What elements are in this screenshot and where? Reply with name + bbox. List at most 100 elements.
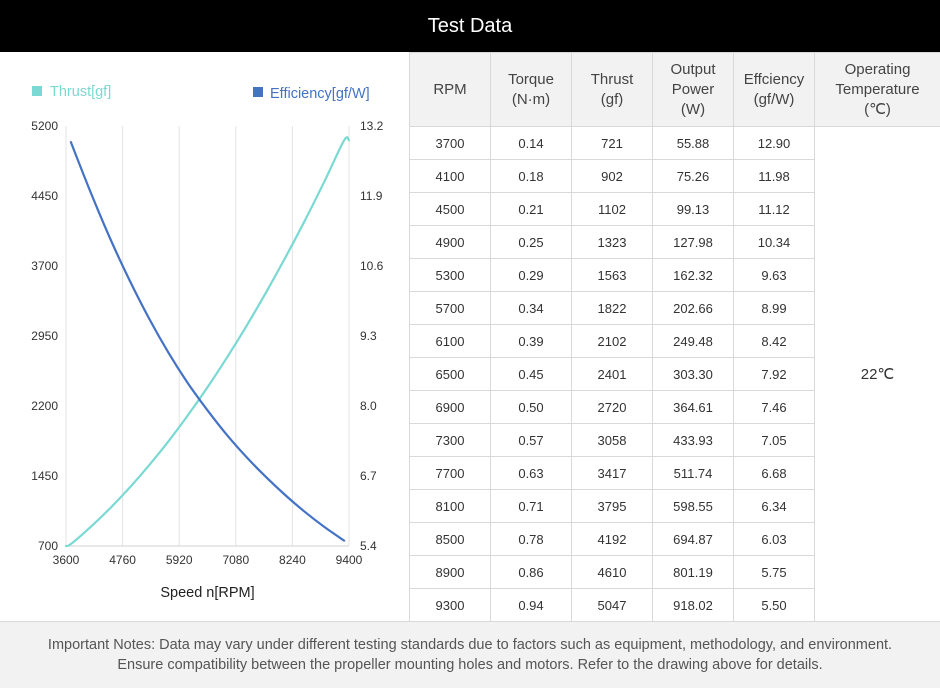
- table-cell: 3058: [571, 423, 653, 457]
- table-cell: 5047: [571, 588, 653, 622]
- table-cell: 0.45: [490, 357, 572, 391]
- x-axis-label: Speed n[RPM]: [160, 585, 254, 601]
- table-cell: 0.57: [490, 423, 572, 457]
- legend-swatch-efficiency: [253, 87, 263, 97]
- operating-temperature-cell: 22℃: [814, 126, 940, 622]
- table-cell: 0.14: [490, 126, 572, 160]
- table-cell: 4192: [571, 522, 653, 556]
- table-cell: 8500: [409, 522, 491, 556]
- table-cell: 9.63: [733, 258, 815, 292]
- table-row: 5300 0.29 1563 162.32 9.63: [409, 258, 940, 292]
- y-right-tick-label: 10.6: [360, 259, 384, 273]
- table-cell: 6.34: [733, 489, 815, 523]
- table-cell: 202.66: [652, 291, 734, 325]
- column-header: Output Power (W): [652, 52, 734, 127]
- table-cell: 6.68: [733, 456, 815, 490]
- table-cell: 303.30: [652, 357, 734, 391]
- legend-label-thrust: Thrust[gf]: [50, 84, 111, 100]
- y-right-tick-label: 6.7: [360, 469, 377, 483]
- x-tick-label: 9400: [336, 553, 363, 567]
- page-title: Test Data: [427, 14, 513, 37]
- table-cell: 801.19: [652, 555, 734, 589]
- table-cell: 0.50: [490, 390, 572, 424]
- table-cell: 6500: [409, 357, 491, 391]
- table-cell: 0.21: [490, 192, 572, 226]
- test-data-table: RPM Torque (N·m) Thrust (gf) Output Power (W) Ef…: [409, 52, 940, 622]
- x-tick-label: 8240: [279, 553, 306, 567]
- table-cell: 7.92: [733, 357, 815, 391]
- table-cell: 7700: [409, 456, 491, 490]
- y-right-tick-label: 11.9: [360, 189, 383, 203]
- table-cell: 0.94: [490, 588, 572, 622]
- legend-label-efficiency: Efficiency[gf/W]: [270, 86, 370, 102]
- table-cell: 7.05: [733, 423, 815, 457]
- column-header: RPM: [409, 52, 491, 127]
- table-cell: 75.26: [652, 159, 734, 193]
- y-right-tick-label: 8.0: [360, 399, 377, 413]
- table-row: 8500 0.78 4192 694.87 6.03: [409, 522, 940, 556]
- y-left-tick-label: 1450: [31, 469, 58, 483]
- y-left-tick-label: 4450: [31, 189, 58, 203]
- table-cell: 11.12: [733, 192, 815, 226]
- table-cell: 55.88: [652, 126, 734, 160]
- table-row: 6500 0.45 2401 303.30 7.92: [409, 357, 940, 391]
- notes-line-2: Ensure compatibility between the propell…: [117, 657, 823, 673]
- table-cell: 0.71: [490, 489, 572, 523]
- table-row: 6100 0.39 2102 249.48 8.42: [409, 324, 940, 358]
- table-cell: 721: [571, 126, 653, 160]
- table-row: 9300 0.94 5047 918.02 5.50: [409, 588, 940, 622]
- table-body: 3700 0.14 721 55.88 12.90 22℃ 4100 0.18 902 75.26…: [409, 126, 940, 622]
- table-cell: 694.87: [652, 522, 734, 556]
- column-header: Torque (N·m): [490, 52, 572, 127]
- table-row: 5700 0.34 1822 202.66 8.99: [409, 291, 940, 325]
- table-cell: 918.02: [652, 588, 734, 622]
- table-cell: 8900: [409, 555, 491, 589]
- y-left-tick-label: 700: [38, 539, 58, 553]
- x-tick-label: 3600: [53, 553, 80, 567]
- table-cell: 4610: [571, 555, 653, 589]
- table-cell: 11.98: [733, 159, 815, 193]
- table-cell: 9300: [409, 588, 491, 622]
- efficiency-series-line: [69, 141, 346, 542]
- performance-chart: 3600 4760 5920 7080 8240 9400 5200 4450 3700 2950…: [31, 84, 384, 601]
- column-header: Operating Temperature (℃): [814, 52, 940, 127]
- chart-panel: 3600 4760 5920 7080 8240 9400 5200 4450 3700 2950…: [0, 52, 409, 621]
- table-cell: 8.42: [733, 324, 815, 358]
- y-right-tick-label: 9.3: [360, 329, 377, 343]
- y-left-tick-label: 3700: [31, 259, 58, 273]
- table-cell: 5300: [409, 258, 491, 292]
- y-left-tick-label: 2950: [31, 329, 58, 343]
- table-cell: 4100: [409, 159, 491, 193]
- table-cell: 0.39: [490, 324, 572, 358]
- table-cell: 7.46: [733, 390, 815, 424]
- table-cell: 0.25: [490, 225, 572, 259]
- table-row: 3700 0.14 721 55.88 12.90 22℃: [409, 126, 940, 622]
- table-cell: 8.99: [733, 291, 815, 325]
- table-cell: 12.90: [733, 126, 815, 160]
- table-cell: 5.75: [733, 555, 815, 589]
- table-cell: 511.74: [652, 456, 734, 490]
- table-cell: 902: [571, 159, 653, 193]
- notes-line-1: Important Notes: Data may vary under dif…: [47, 637, 893, 653]
- table-cell: 0.34: [490, 291, 572, 325]
- table-cell: 364.61: [652, 390, 734, 424]
- table-cell: 249.48: [652, 324, 734, 358]
- legend-swatch-thrust: [32, 86, 42, 96]
- x-tick-label: 5920: [166, 553, 193, 567]
- table-cell: 0.18: [490, 159, 572, 193]
- table-cell: 5700: [409, 291, 491, 325]
- y-right-tick-label: 13.2: [360, 119, 384, 133]
- table-cell: 3795: [571, 489, 653, 523]
- table-cell: 3417: [571, 456, 653, 490]
- table-cell: 4900: [409, 225, 491, 259]
- table-cell: 127.98: [652, 225, 734, 259]
- table-cell: 6100: [409, 324, 491, 358]
- table-cell: 6900: [409, 390, 491, 424]
- table-cell: 2401: [571, 357, 653, 391]
- table-cell: 2720: [571, 390, 653, 424]
- table-cell: 1563: [571, 258, 653, 292]
- important-notes: Important Notes: Data may vary under dif…: [0, 621, 940, 688]
- table-cell: 3700: [409, 126, 491, 160]
- table-row: 8100 0.71 3795 598.55 6.34: [409, 489, 940, 523]
- table-cell: 5.50: [733, 588, 815, 622]
